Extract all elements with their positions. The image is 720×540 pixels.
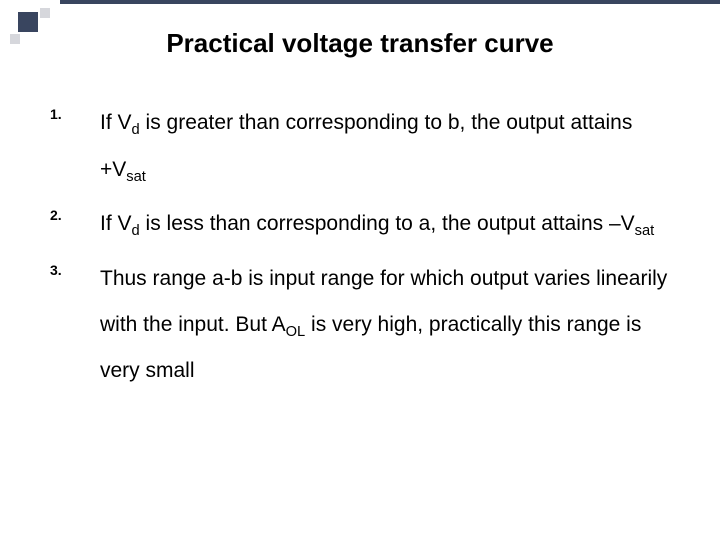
list-text-1: If Vd is greater than corresponding to b…: [100, 100, 680, 193]
decor-bar: [60, 0, 720, 4]
numbered-list: 1. If Vd is greater than corresponding t…: [50, 100, 680, 403]
list-num-1: 1.: [50, 100, 100, 122]
list-text-2: If Vd is less than corresponding to a, t…: [100, 201, 654, 248]
page-title: Practical voltage transfer curve: [0, 28, 720, 59]
list-text-3: Thus range a-b is input range for which …: [100, 256, 680, 395]
list-item: 2. If Vd is less than corresponding to a…: [50, 201, 680, 248]
decor-square-small-1: [40, 8, 50, 18]
list-num-2: 2.: [50, 201, 100, 223]
list-item: 1. If Vd is greater than corresponding t…: [50, 100, 680, 193]
list-item: 3. Thus range a-b is input range for whi…: [50, 256, 680, 395]
list-num-3: 3.: [50, 256, 100, 278]
